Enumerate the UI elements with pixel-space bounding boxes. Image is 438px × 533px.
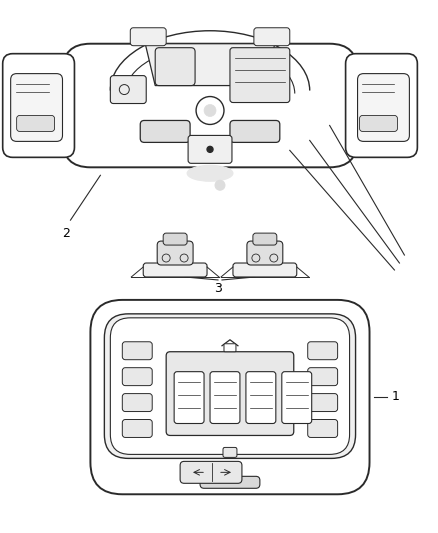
FancyBboxPatch shape xyxy=(308,393,338,411)
FancyBboxPatch shape xyxy=(104,314,356,458)
Circle shape xyxy=(207,147,213,152)
Text: 3: 3 xyxy=(214,282,222,295)
FancyBboxPatch shape xyxy=(254,28,290,46)
Circle shape xyxy=(204,104,216,117)
FancyBboxPatch shape xyxy=(308,419,338,438)
FancyBboxPatch shape xyxy=(90,300,370,494)
FancyBboxPatch shape xyxy=(130,28,166,46)
FancyBboxPatch shape xyxy=(166,352,294,435)
FancyBboxPatch shape xyxy=(246,372,276,424)
Text: 2: 2 xyxy=(63,227,71,240)
FancyBboxPatch shape xyxy=(282,372,312,424)
FancyBboxPatch shape xyxy=(346,54,417,157)
FancyBboxPatch shape xyxy=(122,393,152,411)
Text: 1: 1 xyxy=(392,390,399,403)
FancyBboxPatch shape xyxy=(140,120,190,142)
FancyBboxPatch shape xyxy=(230,47,290,102)
FancyBboxPatch shape xyxy=(163,233,187,245)
FancyBboxPatch shape xyxy=(360,116,397,132)
FancyBboxPatch shape xyxy=(122,368,152,385)
FancyBboxPatch shape xyxy=(143,263,207,277)
FancyBboxPatch shape xyxy=(233,263,297,277)
FancyBboxPatch shape xyxy=(308,368,338,385)
FancyBboxPatch shape xyxy=(253,233,277,245)
FancyBboxPatch shape xyxy=(110,76,146,103)
FancyBboxPatch shape xyxy=(308,342,338,360)
Circle shape xyxy=(215,180,225,190)
FancyBboxPatch shape xyxy=(200,477,260,488)
FancyBboxPatch shape xyxy=(223,447,237,457)
FancyBboxPatch shape xyxy=(155,47,195,86)
FancyBboxPatch shape xyxy=(210,372,240,424)
FancyBboxPatch shape xyxy=(180,462,242,483)
FancyBboxPatch shape xyxy=(230,120,280,142)
FancyBboxPatch shape xyxy=(110,318,350,455)
FancyBboxPatch shape xyxy=(3,54,74,157)
FancyBboxPatch shape xyxy=(63,44,357,167)
FancyBboxPatch shape xyxy=(357,74,410,141)
FancyBboxPatch shape xyxy=(157,241,193,265)
FancyBboxPatch shape xyxy=(122,419,152,438)
FancyBboxPatch shape xyxy=(247,241,283,265)
FancyBboxPatch shape xyxy=(11,74,63,141)
FancyBboxPatch shape xyxy=(174,372,204,424)
FancyBboxPatch shape xyxy=(188,135,232,163)
FancyBboxPatch shape xyxy=(17,116,54,132)
Polygon shape xyxy=(145,44,275,86)
Ellipse shape xyxy=(187,165,233,181)
FancyBboxPatch shape xyxy=(224,344,236,352)
FancyBboxPatch shape xyxy=(122,342,152,360)
